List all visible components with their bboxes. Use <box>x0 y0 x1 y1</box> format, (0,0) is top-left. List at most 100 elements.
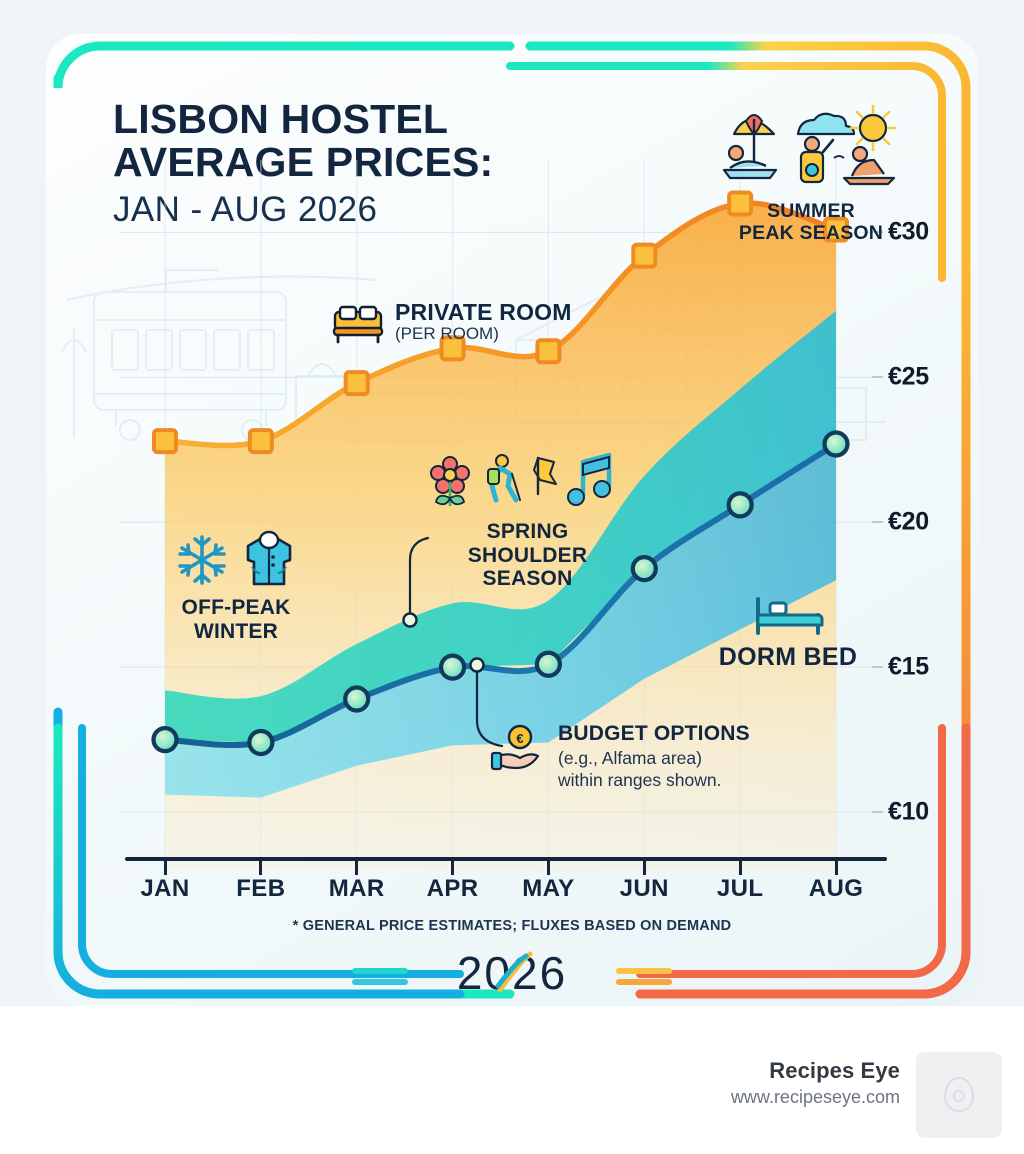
callout-leader-line <box>402 536 430 628</box>
y-axis-label-30: €30 <box>888 217 929 246</box>
marker-private-jan <box>152 428 178 455</box>
x-axis-tick <box>738 861 742 875</box>
y-axis-tick <box>872 231 883 234</box>
budget-subtitle-2: within ranges shown. <box>558 769 722 790</box>
chart-leader-lines <box>402 536 504 748</box>
marker-dorm-apr <box>438 653 467 681</box>
year-logo-graphic: 2026 <box>352 947 672 999</box>
marker-dorm-may <box>534 650 563 678</box>
footer-brand: Recipes Eye www.recipeseye.com <box>731 1058 900 1108</box>
x-axis-tick <box>834 861 838 875</box>
title-line-2: AVERAGE PRICES: <box>113 139 494 186</box>
legend-dorm-bed-title: DORM BED <box>718 643 858 671</box>
x-axis-label-jan: JAN <box>140 875 190 902</box>
hiker-icon <box>486 454 521 503</box>
brand-name: Recipes Eye <box>769 1058 900 1083</box>
winter-label-line-2: WINTER <box>193 619 279 643</box>
marker-private-jul <box>727 190 754 217</box>
legend-private-room-title: PRIVATE ROOM <box>395 299 572 325</box>
spring-label-line-3: SEASON <box>482 567 573 591</box>
brand-url: www.recipeseye.com <box>730 1087 900 1107</box>
x-axis-tick <box>355 861 359 875</box>
flag-icon <box>532 456 557 496</box>
winter-label-line-1: OFF-PEAK <box>181 596 291 619</box>
brand-logo-placeholder <box>916 1052 1002 1138</box>
marker-dorm-jan <box>151 725 179 754</box>
x-axis-label-feb: FEB <box>236 875 286 902</box>
marker-private-mar <box>343 370 370 397</box>
beach-umbrella-icon <box>732 114 776 166</box>
person-icon <box>799 135 835 184</box>
legend-private-room: PRIVATE ROOM (PER ROOM) <box>332 300 572 345</box>
x-axis-label-jul: JUL <box>716 875 764 902</box>
spring-label-line-2: SHOULDER <box>467 543 588 567</box>
y-axis-label-20: €20 <box>888 507 929 536</box>
page-title: LISBON HOSTEL AVERAGE PRICES: JAN - AUG … <box>113 96 573 231</box>
x-axis-line <box>125 857 887 861</box>
marker-dorm-aug <box>822 430 850 458</box>
y-axis-tick <box>872 521 883 524</box>
x-axis-label-apr: APR <box>426 875 479 902</box>
callout-leader-line <box>469 657 504 748</box>
y-axis-labels: €10 €15 €20 €25 €30 <box>872 160 978 870</box>
summer-label-line-1: SUMMER <box>767 200 855 222</box>
spring-icons <box>429 452 611 506</box>
year-logo: 2026 <box>0 944 1024 1004</box>
y-axis-tick <box>872 666 883 669</box>
sunbather-icon-2 <box>833 145 896 186</box>
x-axis-label-may: MAY <box>522 875 575 902</box>
legend-dorm-bed: DORM BED <box>708 593 868 672</box>
placeholder-logo-icon <box>943 1076 975 1112</box>
marker-private-aug <box>823 216 849 243</box>
music-note-icon <box>566 452 611 506</box>
summer-icons <box>722 104 897 186</box>
footer-bar <box>0 1006 1024 1154</box>
y-axis-label-15: €15 <box>888 652 929 681</box>
chart-footnote: * GENERAL PRICE ESTIMATES; FLUXES BASED … <box>292 918 732 934</box>
marker-dorm-mar <box>343 685 371 713</box>
flower-icon <box>429 456 470 506</box>
x-axis-labels: JAN FEB MAR APR MAY JUN JUL AUG <box>100 875 912 911</box>
y-axis-label-25: €25 <box>888 362 929 391</box>
chart-markers <box>151 190 850 757</box>
sunbather-icon <box>722 144 778 180</box>
marker-private-may <box>535 338 562 365</box>
x-axis-ticks <box>120 861 892 877</box>
marker-private-feb <box>247 428 274 455</box>
x-axis-tick <box>642 861 646 875</box>
y-axis-tick <box>872 376 883 379</box>
marker-dorm-jul <box>726 491 754 519</box>
y-axis-tick <box>872 811 883 814</box>
x-axis-label-jun: JUN <box>619 875 669 902</box>
legend-private-room-subtitle: (PER ROOM) <box>395 324 499 344</box>
spring-label-line-1: SPRING <box>486 520 569 543</box>
y-axis-label-10: €10 <box>888 797 929 826</box>
annotation-off-peak-winter: OFF-PEAK WINTER <box>150 527 322 643</box>
marker-private-jun <box>631 242 658 269</box>
marker-dorm-jun <box>630 555 658 583</box>
x-axis-label-aug: AUG <box>808 875 864 902</box>
cloud-icon <box>796 112 856 136</box>
annotation-budget-options: € BUDGET OPTIONS (e.g., Alfama area) wit… <box>490 722 800 791</box>
annotation-summer-peak: SUMMER PEAK SEASON <box>716 96 906 245</box>
annotation-spring-shoulder: SPRING SHOULDER SEASON <box>425 452 630 591</box>
svg-text:€: € <box>516 731 523 746</box>
x-axis-label-mar: MAR <box>328 875 385 902</box>
sun-icon <box>849 104 897 152</box>
x-axis-tick <box>546 861 550 875</box>
title-line-3: JAN - AUG 2026 <box>113 189 378 229</box>
budget-title: BUDGET OPTIONS <box>558 722 750 745</box>
hand-coin-icon: € <box>490 724 540 771</box>
summer-label-line-2: PEAK SEASON <box>738 221 884 244</box>
marker-private-apr <box>439 335 466 362</box>
chart-svg <box>120 160 880 870</box>
x-axis-tick <box>451 861 455 875</box>
budget-subtitle-1: (e.g., Alfama area) <box>558 747 702 768</box>
x-axis-tick <box>259 861 263 875</box>
title-line-1: LISBON HOSTEL <box>113 96 449 142</box>
chart-plot-area <box>120 160 880 870</box>
bunk-bed-icon <box>756 597 824 635</box>
winter-coat-icon <box>246 530 291 586</box>
snowflake-icon <box>177 535 226 585</box>
